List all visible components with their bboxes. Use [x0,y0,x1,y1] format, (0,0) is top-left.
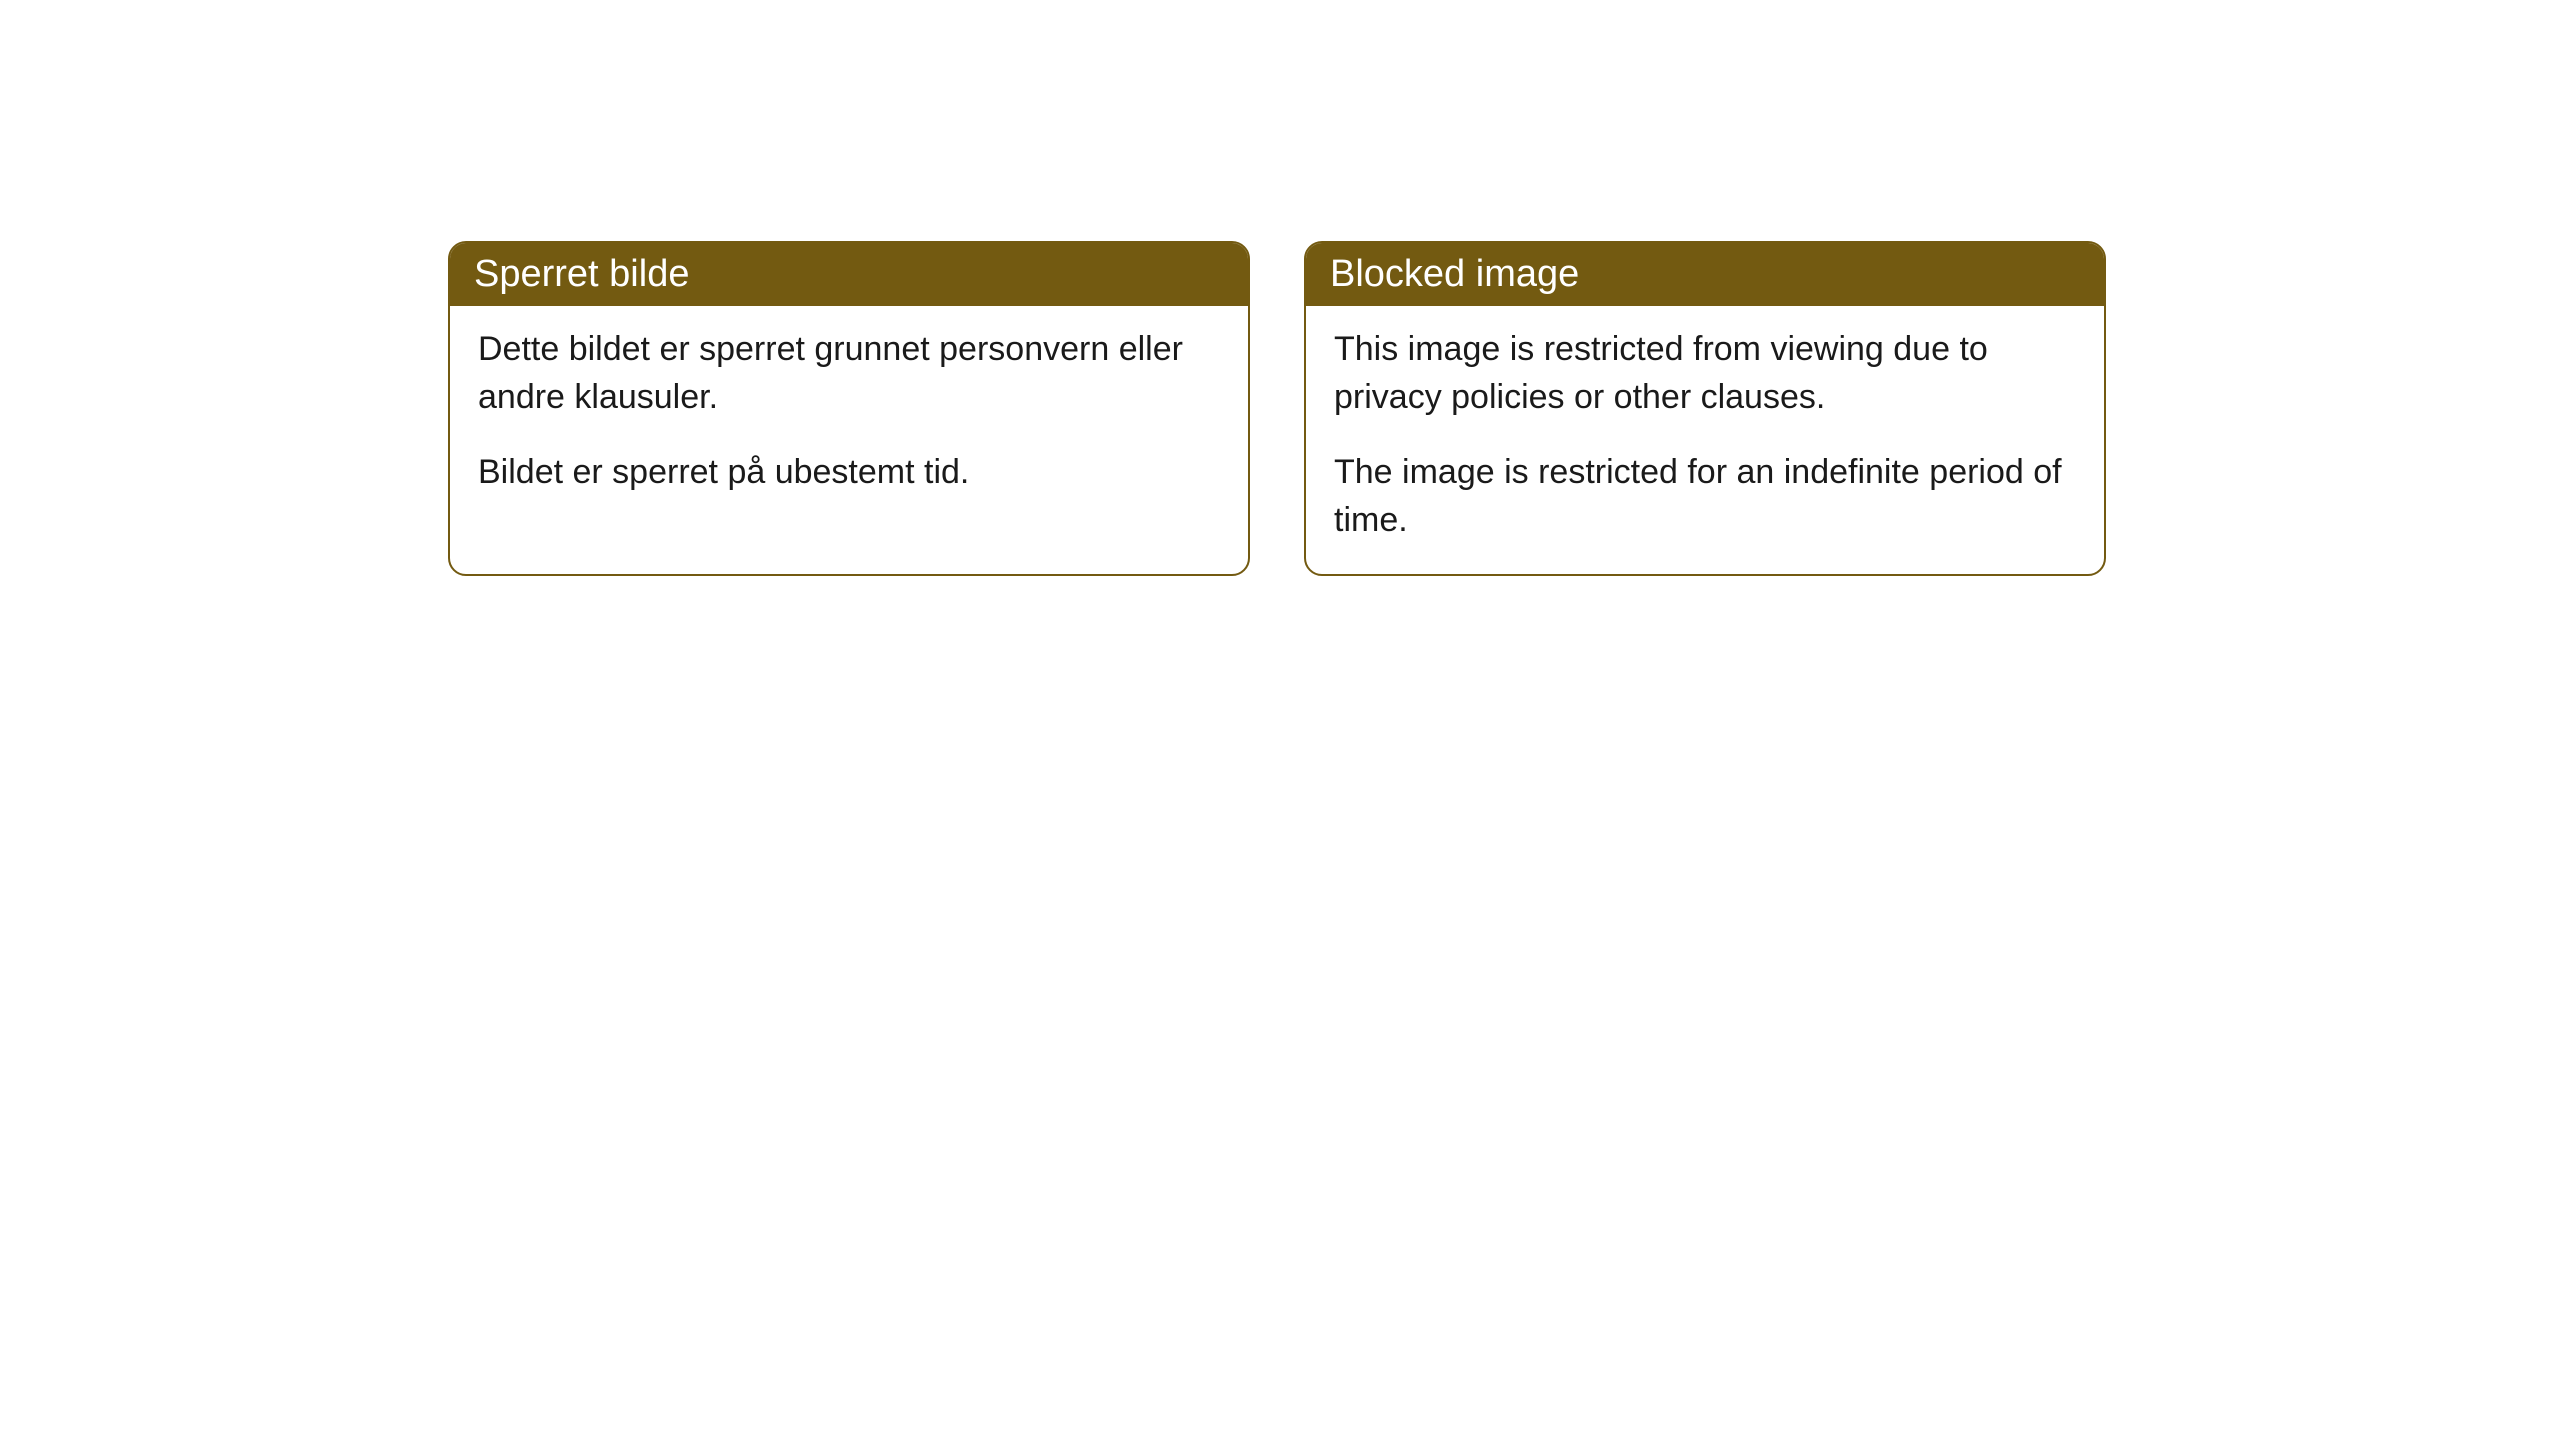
blocked-image-card-no: Sperret bilde Dette bildet er sperret gr… [448,241,1250,576]
card-title-en: Blocked image [1330,253,1579,295]
card-header-no: Sperret bilde [450,243,1248,306]
card-paragraph-en-2: The image is restricted for an indefinit… [1334,449,2076,544]
card-paragraph-no-2: Bildet er sperret på ubestemt tid. [478,449,1220,497]
card-header-en: Blocked image [1306,243,2104,306]
card-paragraph-no-1: Dette bildet er sperret grunnet personve… [478,326,1220,421]
card-paragraph-en-1: This image is restricted from viewing du… [1334,326,2076,421]
card-body-en: This image is restricted from viewing du… [1306,306,2104,574]
card-body-no: Dette bildet er sperret grunnet personve… [450,306,1248,527]
notice-cards-container: Sperret bilde Dette bildet er sperret gr… [448,241,2106,576]
card-title-no: Sperret bilde [474,253,689,295]
blocked-image-card-en: Blocked image This image is restricted f… [1304,241,2106,576]
